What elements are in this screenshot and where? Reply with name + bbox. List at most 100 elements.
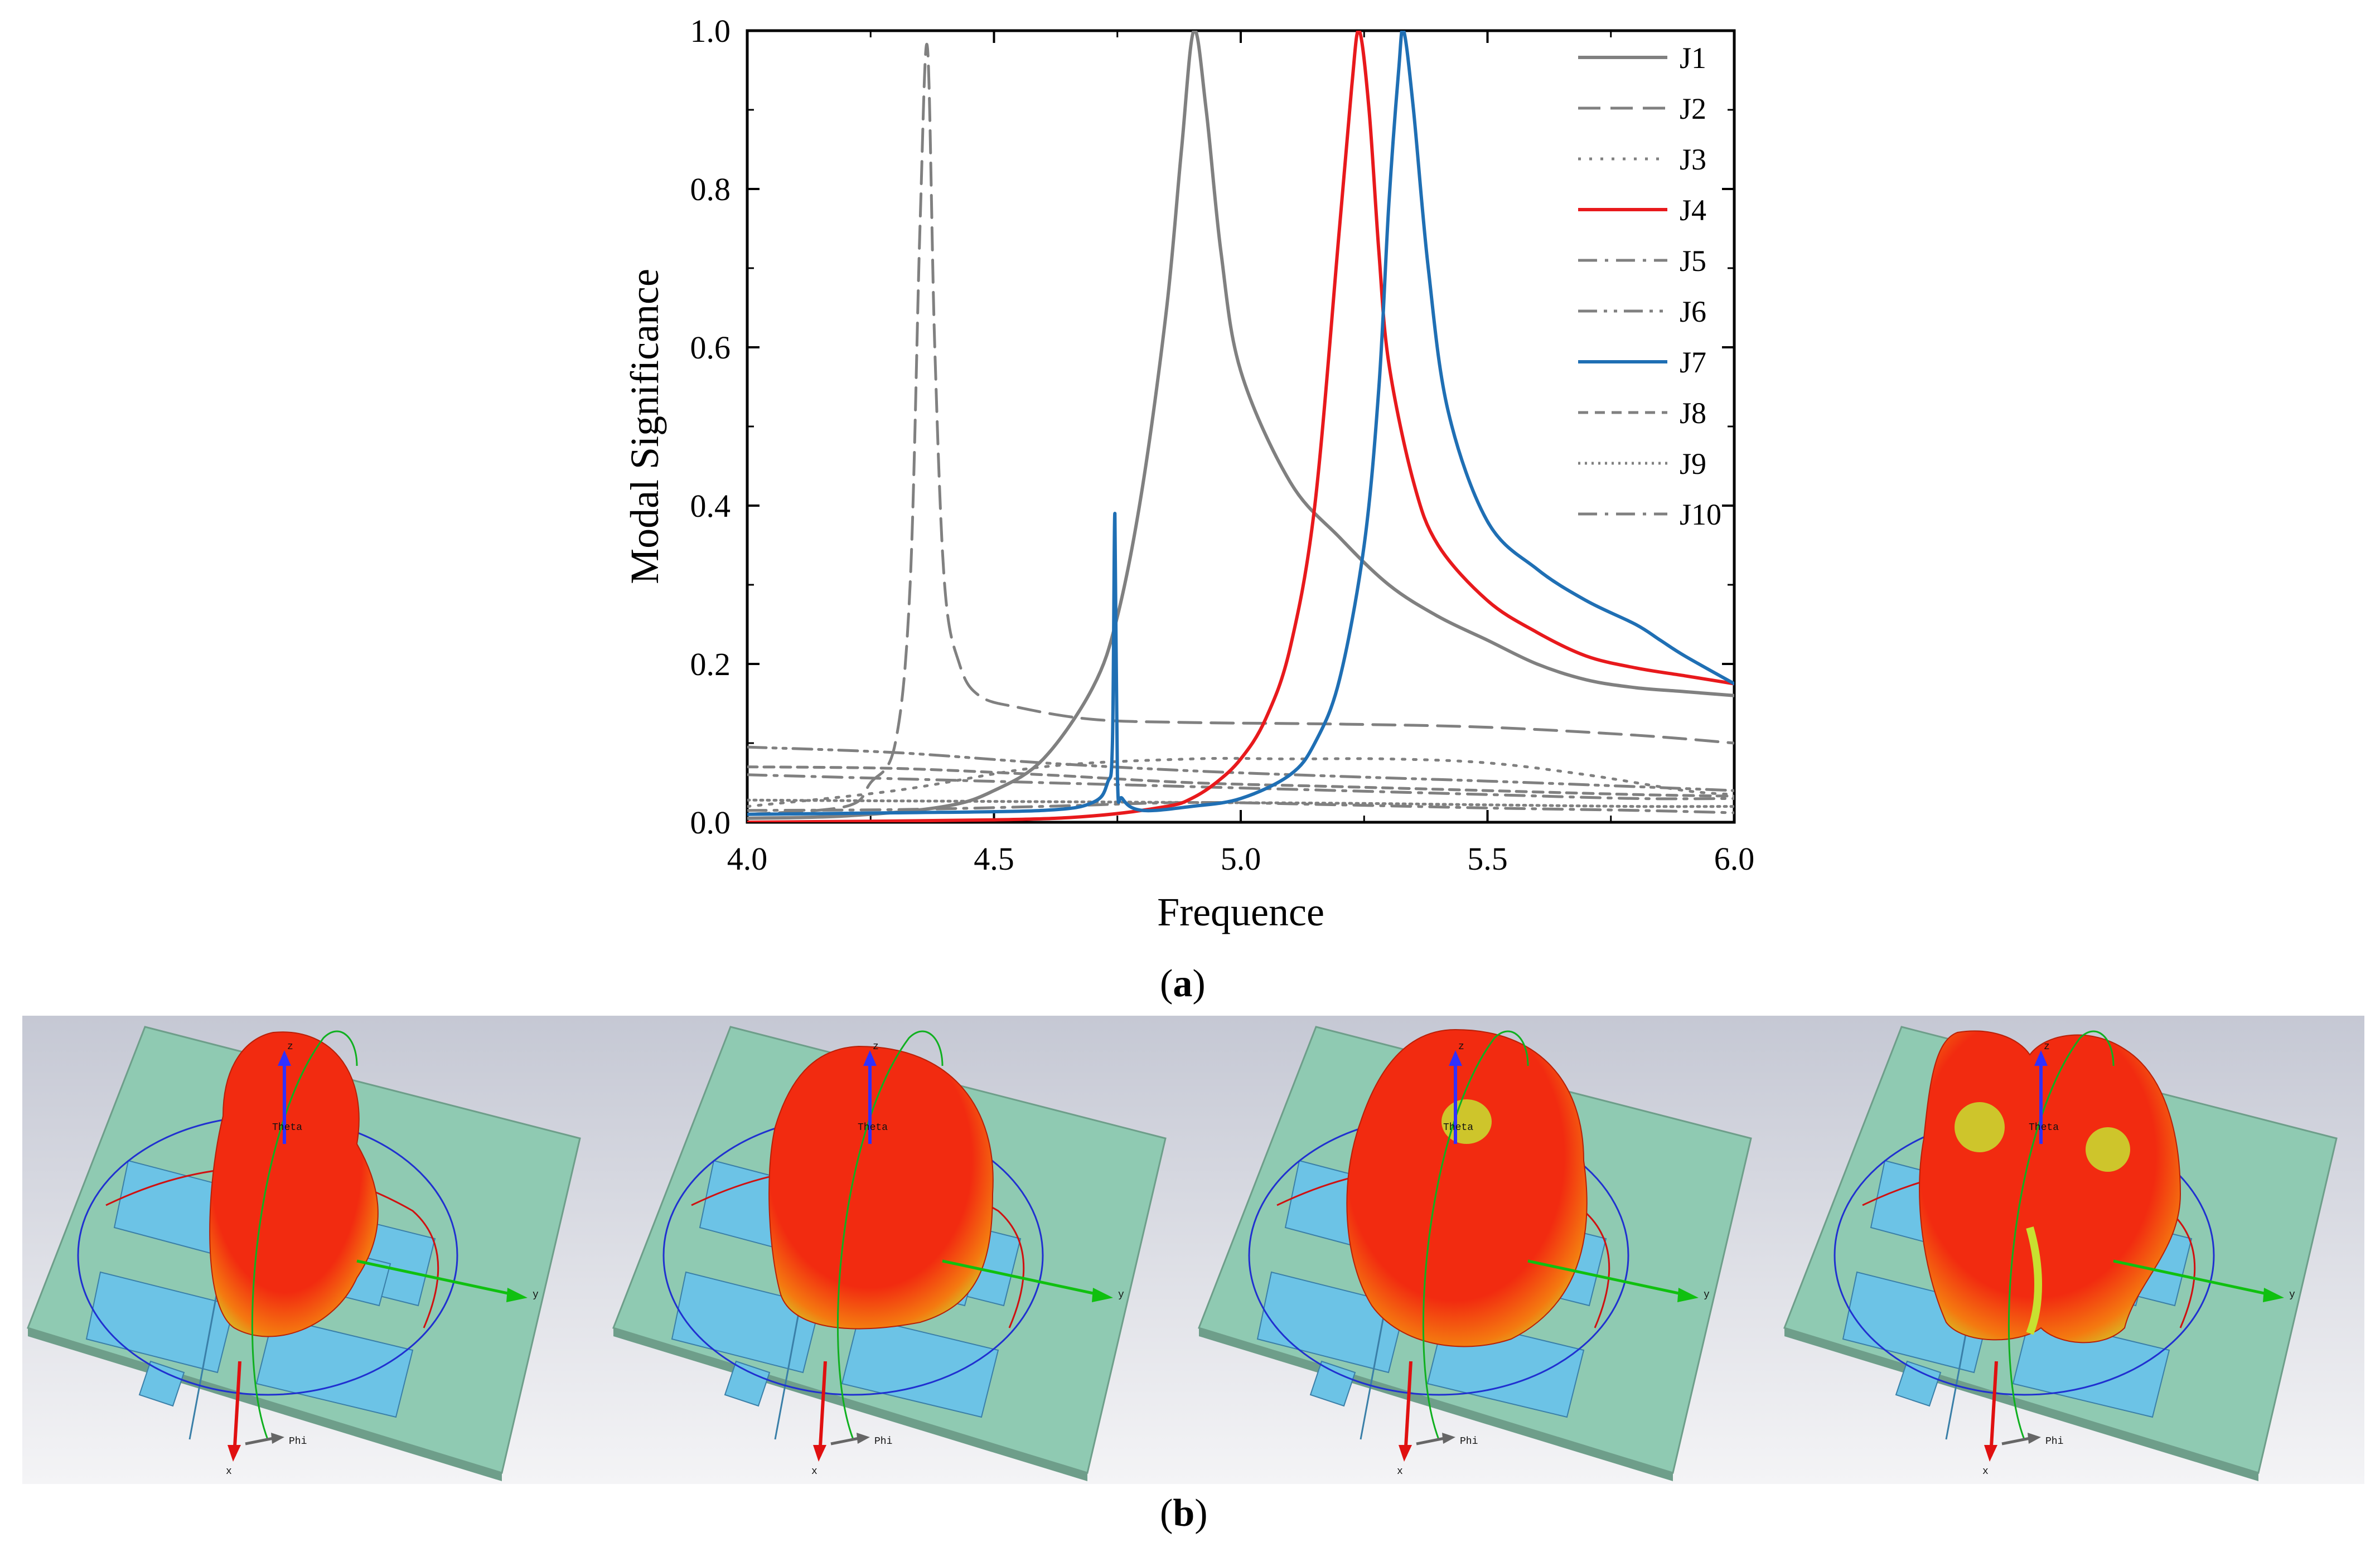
legend: J1 J2 J3 J4 J5 J6 J7 J8 J9 J10 (1578, 41, 1721, 531)
antenna-patch (1895, 1360, 1942, 1407)
series-line-j5 (747, 773, 1734, 801)
y-axis-3d (1527, 1259, 1685, 1296)
phi-label: Phi (2045, 1436, 2063, 1447)
series-line-j4 (747, 31, 1734, 822)
y-axis: 0.0 0.2 0.4 0.6 0.8 1.0 (690, 13, 1734, 841)
x-axis-title: Frequence (1157, 890, 1324, 934)
series-line-j2 (747, 43, 1734, 816)
z-axis-arrow-icon (2034, 1050, 2048, 1066)
theta-label: Theta (272, 1122, 302, 1133)
x-axis-arrow-icon (1399, 1445, 1412, 1462)
lobe-null (1955, 1102, 2005, 1152)
y-tick-label: 0.6 (690, 329, 731, 366)
radiation-lobe (1346, 1029, 1588, 1347)
phi-arrow (245, 1437, 274, 1446)
theta-label: Theta (1443, 1122, 1473, 1133)
y-axis-label: y (1118, 1289, 1124, 1301)
phi-arrow (2001, 1437, 2030, 1446)
y-axis-arrow-icon (2263, 1288, 2284, 1302)
caption-b: (b) (1160, 1492, 1208, 1535)
legend-label-j7: J7 (1680, 346, 1706, 379)
x-axis-3d (818, 1361, 827, 1457)
y-axis-title: Modal Significance (622, 269, 667, 584)
antenna-patch (841, 1316, 999, 1418)
caption-b-letter: b (1173, 1492, 1195, 1535)
radiation-lobe (768, 1045, 994, 1330)
legend-label-j6: J6 (1680, 295, 1706, 328)
plot-frame (746, 29, 1736, 824)
y-axis-label: y (1704, 1289, 1710, 1301)
series-line-j7 (747, 31, 1734, 816)
phi-label: Phi (874, 1436, 892, 1447)
legend-label-j1: J1 (1680, 41, 1706, 75)
x-tick-label: 5.0 (1221, 841, 1261, 877)
x-axis-label: x (1982, 1466, 1989, 1477)
z-axis-arrow-icon (863, 1050, 877, 1066)
x-tick-label: 4.0 (727, 841, 768, 877)
series-line-j9 (747, 798, 1734, 808)
legend-label-j8: J8 (1680, 396, 1706, 430)
x-axis-arrow-icon (228, 1445, 241, 1462)
elevation-arc (251, 1030, 358, 1440)
x-axis-3d (1989, 1361, 1998, 1457)
legend-label-j9: J9 (1680, 447, 1706, 481)
z-axis-label: z (1458, 1041, 1464, 1052)
phi-arrow-icon (2028, 1433, 2041, 1444)
radiation-pattern-2: z y x Phi Theta (608, 1016, 1193, 1484)
substrate-edge (1784, 1328, 2258, 1481)
z-axis-arrow-icon (1449, 1050, 1462, 1066)
antenna-patch (138, 1360, 185, 1407)
chart-panel-a: 0.00.20.40.60.81.0 4.0 4.5 5.0 5.5 6.0 J1J2J… (622, 13, 1755, 934)
x-axis-label: x (226, 1466, 232, 1477)
substrate-edge (613, 1328, 1087, 1481)
phi-arrow (1416, 1437, 1445, 1446)
x-axis-arrow-icon (1984, 1445, 1997, 1462)
z-axis-arrow-icon (278, 1050, 291, 1066)
phi-label: Phi (289, 1436, 307, 1447)
x-axis-arrow-icon (813, 1445, 826, 1462)
series-line-j1 (747, 31, 1734, 820)
y-tick-label: 1.0 (690, 13, 731, 49)
legend-label-j2: J2 (1680, 92, 1706, 125)
legend-label-j5: J5 (1680, 244, 1706, 278)
y-axis-3d (2113, 1259, 2270, 1296)
antenna-patch (2012, 1316, 2170, 1418)
theta-label: Theta (2029, 1122, 2059, 1133)
y-tick-label: 0.4 (690, 488, 731, 524)
elevation-arc (836, 1030, 944, 1440)
caption-a: (a) (1160, 962, 1206, 1005)
phi-arrow-icon (1442, 1433, 1455, 1444)
substrate-edge (1199, 1328, 1673, 1481)
lobe-null (2086, 1127, 2130, 1172)
x-axis: 4.0 4.5 5.0 5.5 6.0 (727, 31, 1755, 877)
antenna-patch (1309, 1360, 1356, 1407)
phi-label: Phi (1460, 1436, 1478, 1447)
substrate-edge (28, 1328, 502, 1481)
y-axis-arrow-icon (1677, 1288, 1699, 1302)
x-axis-label: x (1397, 1466, 1403, 1477)
phi-arrow-icon (857, 1433, 870, 1444)
y-tick-label: 0.0 (690, 804, 731, 841)
y-tick-label: 0.8 (690, 171, 731, 207)
legend-label-j3: J3 (1680, 143, 1706, 176)
z-axis-label: z (287, 1041, 293, 1052)
y-axis-label: y (533, 1289, 539, 1301)
y-tick-label: 0.2 (690, 646, 731, 682)
radiation-pattern-1: z y x Phi Theta (22, 1016, 608, 1484)
antenna-patch (255, 1316, 414, 1418)
elevation-arc (1422, 1030, 1529, 1440)
z-axis-label: z (2044, 1041, 2050, 1052)
x-tick-label: 5.5 (1467, 841, 1508, 877)
y-axis-label: y (2289, 1289, 2295, 1301)
series-line-j3 (747, 756, 1734, 808)
y-axis-arrow-icon (506, 1288, 528, 1302)
legend-label-j4: J4 (1680, 193, 1706, 227)
x-tick-label: 6.0 (1714, 841, 1755, 877)
lobe-seam (2026, 1226, 2042, 1335)
radiation-pattern-3: z y x Phi Theta (1193, 1016, 1779, 1484)
x-tick-label: 4.5 (974, 841, 1014, 877)
phi-arrow-icon (271, 1433, 284, 1444)
y-axis-3d (356, 1259, 514, 1296)
x-axis-3d (1404, 1361, 1412, 1457)
legend-label-j10: J10 (1680, 498, 1721, 531)
